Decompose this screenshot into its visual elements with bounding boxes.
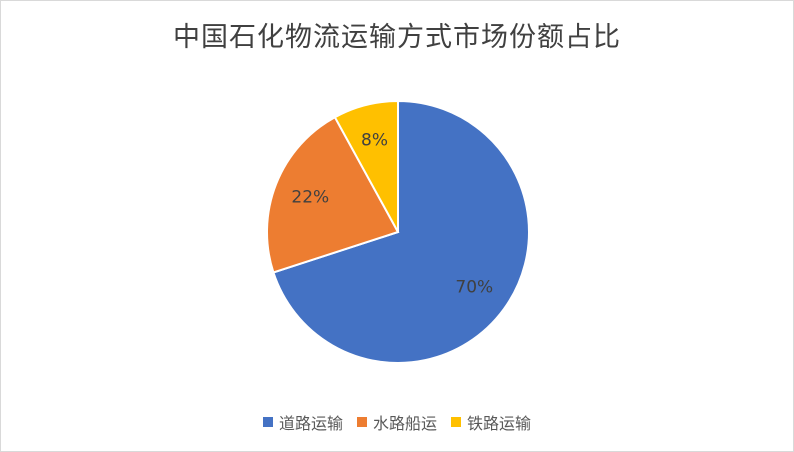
chart-title: 中国石化物流运输方式市场份额占比 — [173, 22, 621, 53]
legend-item-road: 道路运输 — [262, 410, 343, 434]
legend-swatch-water — [356, 417, 367, 427]
pie-labels: 70% 22% 8% — [291, 131, 493, 298]
pie-slices — [266, 99, 530, 364]
legend-label-water: 水路船运 — [372, 414, 437, 433]
pie-slice-water — [266, 115, 400, 274]
legend-swatch-rail — [451, 417, 461, 427]
legend-item-rail: 铁路运输 — [451, 410, 531, 434]
pie-slice-rail — [333, 99, 399, 233]
data-label-rail: 8% — [361, 131, 388, 151]
data-label-road: 70% — [455, 277, 493, 297]
data-label-water: 22% — [291, 187, 329, 207]
pie-slice-road — [272, 99, 530, 364]
legend-label-road: 道路运输 — [278, 414, 343, 433]
legend-item-water: 水路船运 — [356, 410, 437, 434]
chart-legend: 道路运输 水路船运 铁路运输 — [1, 410, 793, 434]
legend-label-rail: 铁路运输 — [467, 414, 532, 433]
legend-swatch-road — [262, 417, 273, 427]
